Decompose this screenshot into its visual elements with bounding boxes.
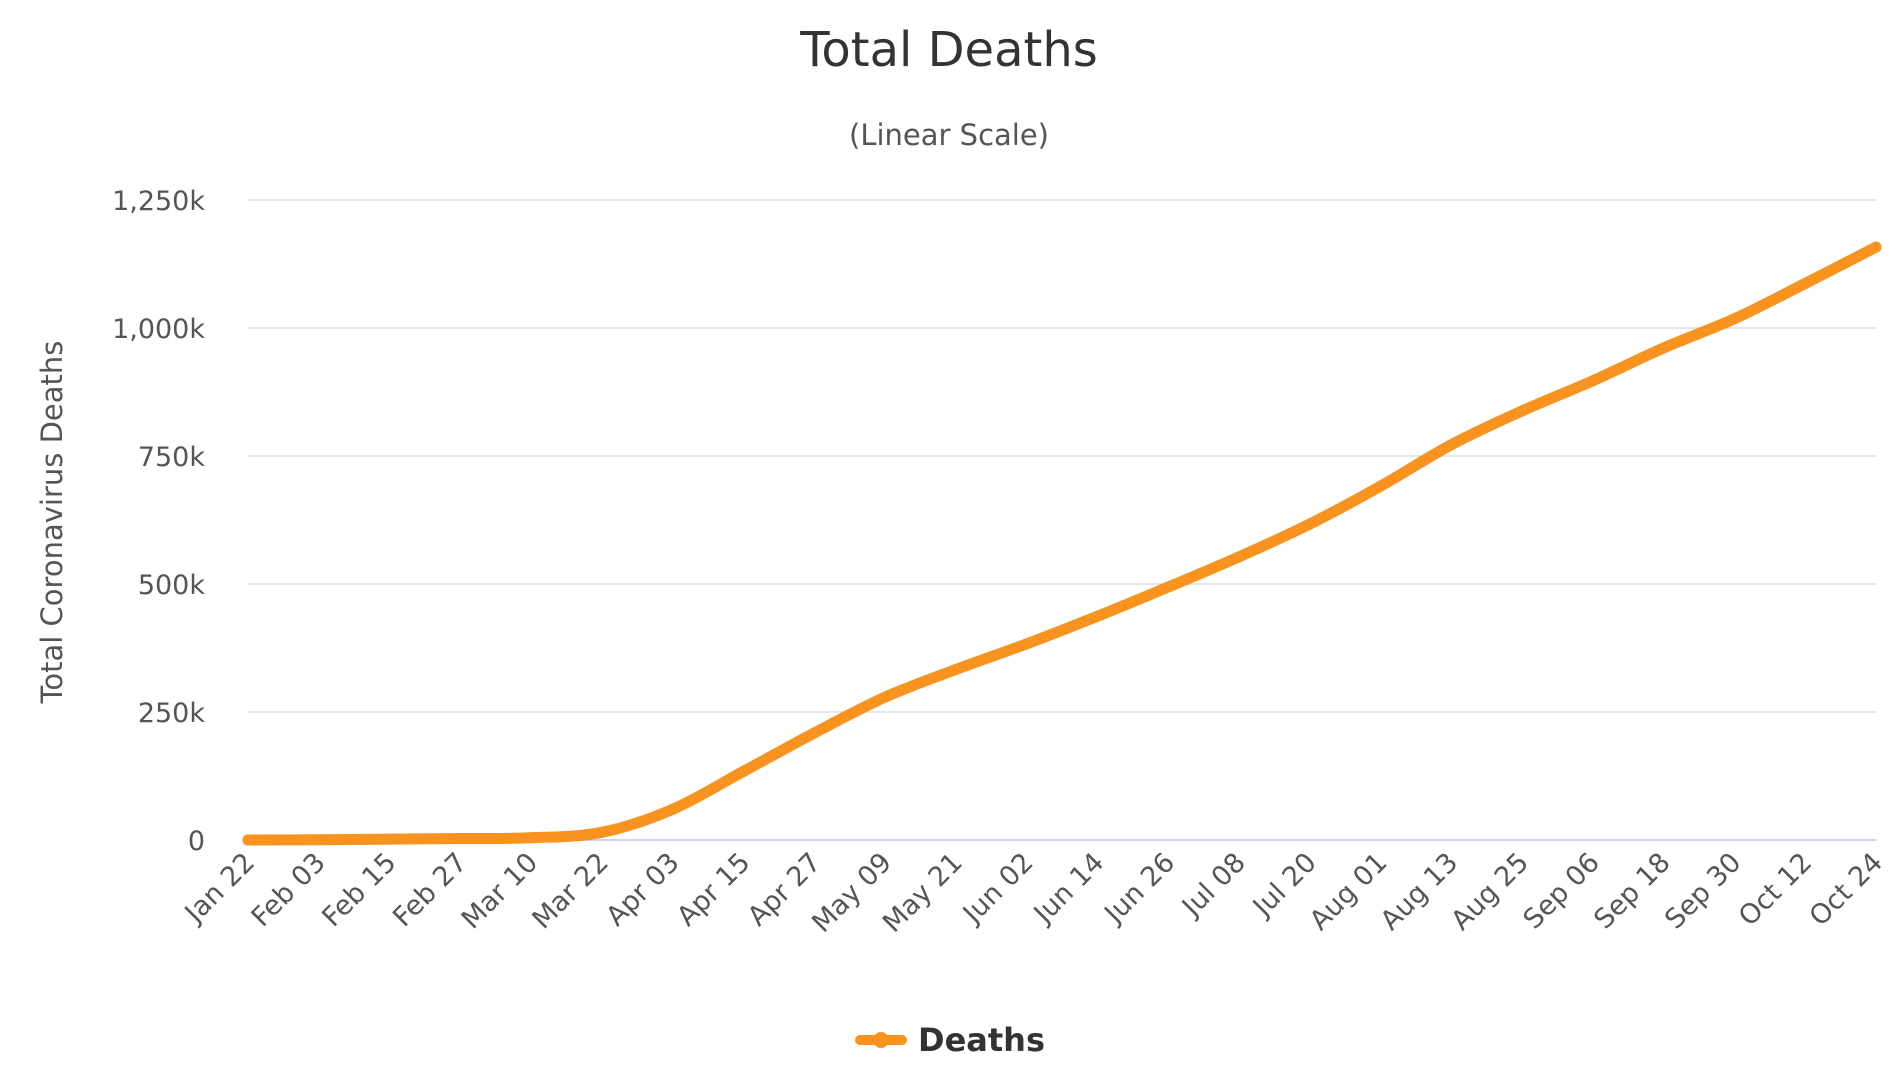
data-point[interactable]	[879, 691, 891, 703]
data-point[interactable]	[313, 834, 325, 846]
x-tick-label: Feb 15	[316, 847, 402, 933]
data-point[interactable]	[1233, 551, 1245, 563]
data-point[interactable]	[242, 834, 254, 846]
x-tick-label: Sep 18	[1588, 847, 1676, 935]
data-point[interactable]	[950, 664, 962, 676]
y-axis-label: Total Coronavirus Deaths	[35, 341, 69, 705]
data-point[interactable]	[808, 727, 820, 739]
x-tick-label: Aug 13	[1375, 847, 1465, 937]
x-tick-label: Feb 27	[387, 847, 473, 933]
x-tick-label: Mar 10	[456, 847, 544, 935]
x-tick-label: Sep 30	[1659, 847, 1747, 935]
data-point[interactable]	[1516, 405, 1528, 417]
data-point[interactable]	[737, 765, 749, 777]
x-tick-label: Jun 14	[1027, 847, 1111, 931]
legend-swatch-marker	[873, 1032, 889, 1048]
y-axis-ticks: 0 250k 500k 750k 1,000k 1,250k	[112, 186, 205, 857]
data-point[interactable]	[1021, 638, 1033, 650]
series-line-deaths[interactable]	[242, 241, 1882, 846]
chart-title: Total Deaths	[799, 22, 1098, 78]
data-point[interactable]	[384, 833, 396, 845]
data-point[interactable]	[667, 803, 679, 815]
x-tick-label: Aug 25	[1445, 847, 1535, 937]
data-point[interactable]	[1162, 581, 1174, 593]
data-point[interactable]	[1728, 313, 1740, 325]
gridlines	[248, 199, 1876, 713]
x-tick-label: Mar 22	[527, 847, 615, 935]
data-point[interactable]	[1870, 241, 1882, 253]
y-tick-label: 250k	[138, 698, 206, 729]
data-point[interactable]	[1799, 277, 1811, 289]
y-tick-label: 750k	[138, 442, 206, 473]
data-point[interactable]	[596, 826, 608, 838]
chart-subtitle: (Linear Scale)	[849, 118, 1049, 152]
x-tick-label: Apr 03	[600, 847, 685, 932]
x-tick-label: Jul 08	[1175, 847, 1252, 924]
x-tick-label: Oct 24	[1804, 847, 1889, 932]
data-point[interactable]	[1587, 375, 1599, 387]
data-point[interactable]	[454, 833, 466, 845]
x-tick-label: Feb 03	[246, 847, 332, 933]
x-tick-label: Oct 12	[1733, 847, 1818, 932]
data-point[interactable]	[1091, 610, 1103, 622]
y-tick-label: 500k	[138, 570, 206, 601]
legend[interactable]: Deaths	[855, 1021, 1045, 1059]
x-tick-label: Jan 22	[178, 847, 261, 930]
x-tick-label: Jun 26	[1098, 847, 1182, 931]
data-point[interactable]	[1658, 342, 1670, 354]
x-tick-label: Apr 15	[671, 847, 756, 932]
y-tick-label: 1,250k	[112, 186, 205, 217]
x-tick-label: Aug 01	[1304, 847, 1394, 937]
data-point[interactable]	[1375, 480, 1387, 492]
y-tick-label: 0	[188, 826, 205, 857]
data-point[interactable]	[525, 832, 537, 844]
y-tick-label: 1,000k	[112, 314, 205, 345]
x-tick-label: Sep 06	[1518, 847, 1606, 935]
data-point[interactable]	[1445, 439, 1457, 451]
data-point[interactable]	[1304, 518, 1316, 530]
x-tick-label: May 21	[877, 847, 969, 939]
legend-label-deaths: Deaths	[918, 1021, 1045, 1059]
x-tick-label: Jun 02	[956, 847, 1040, 931]
series-layer	[242, 241, 1882, 846]
